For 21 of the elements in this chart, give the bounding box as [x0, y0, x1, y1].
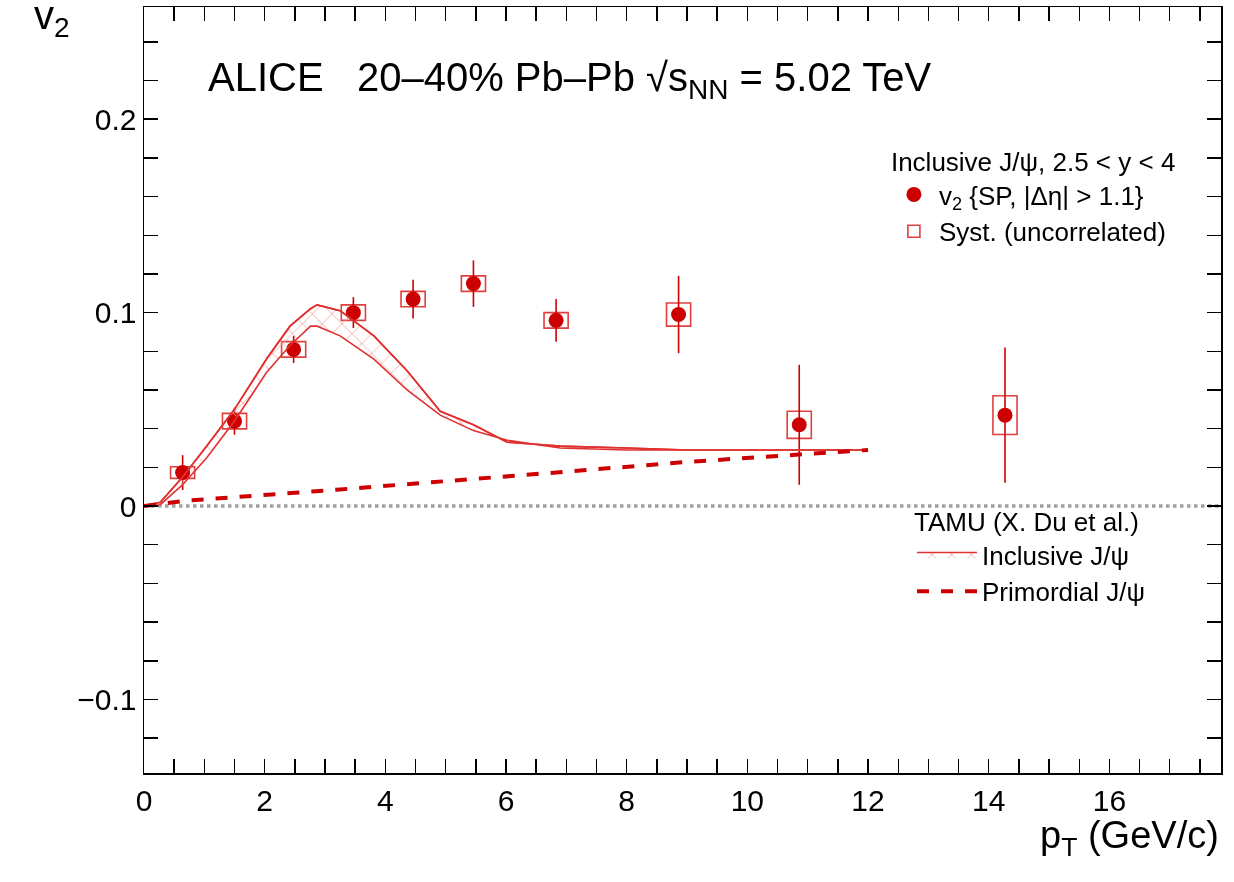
y-tick-label: −0.1: [77, 682, 137, 716]
y-tick-label: 0.2: [94, 102, 137, 136]
annotation: TAMU (X. Du et al.): [913, 507, 1139, 538]
legend-label: v$_{2}$ {SP, |Δη| > 1.1}: [938, 180, 1144, 215]
x-tick-label: 12: [851, 783, 885, 817]
text: ALICE 20–40% Pb–Pb √s$_{NN}$ = 5.02 TeV: [208, 55, 932, 106]
x-tick-label: 16: [1092, 783, 1127, 817]
legend-title: Inclusive J/ψ, 2.5 < y < 4: [890, 147, 1176, 178]
y-axis-title: v$_{2}$: [34, 0, 70, 44]
x-tick-label: 2: [256, 783, 274, 817]
x-tick-label: 14: [972, 783, 1006, 817]
x-tick-label: 4: [377, 783, 394, 817]
legend-label: Syst. (uncorrelated): [938, 217, 1166, 248]
y-tick-label: 0: [119, 489, 137, 523]
x-axis-title: p$_{T}$ (GeV/c): [1040, 814, 1219, 862]
y-tick-label: 0.1: [94, 296, 137, 330]
legend-label: Primordial J/ψ: [981, 577, 1146, 608]
x-tick-label: 6: [497, 783, 515, 817]
legend-label: Inclusive J/ψ: [981, 540, 1130, 571]
x-tick-label: 8: [618, 783, 636, 817]
x-tick-label: 10: [730, 783, 765, 817]
